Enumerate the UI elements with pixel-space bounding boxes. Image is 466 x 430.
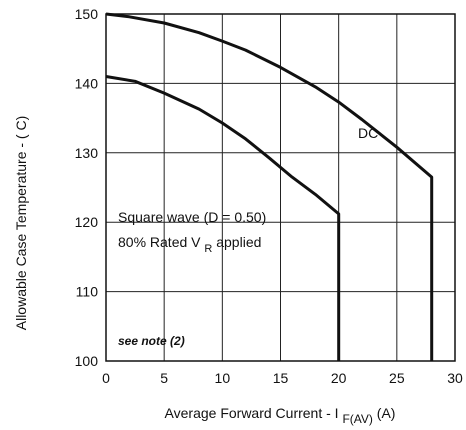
y-axis-title: Allowable Case Temperature - ( C) [13, 116, 29, 331]
rated-voltage-subscript: R [204, 243, 212, 255]
x-tick-label: 15 [273, 370, 289, 386]
x-axis-title: Average Forward Current - I F(AV) (A) [165, 405, 396, 426]
dc-series-line [105, 12, 434, 361]
series-layer [105, 12, 434, 361]
tick-labels: 0 5 10 15 20 25 30 100 110 120 130 140 150 [75, 6, 463, 386]
y-tick-label: 100 [75, 353, 99, 369]
y-tick-label: 150 [75, 6, 99, 22]
x-axis-title-unit: (A) [377, 405, 396, 421]
x-tick-label: 25 [389, 370, 405, 386]
square-wave-series-line [105, 75, 341, 361]
square-wave-label: Square wave (D = 0.50) [118, 209, 266, 225]
rated-voltage-tail: applied [216, 234, 261, 250]
x-axis-title-subscript: F(AV) [342, 412, 372, 426]
x-axis-title-main: Average Forward Current - I [165, 405, 339, 421]
rated-voltage-main: 80% Rated V [118, 234, 201, 250]
note-label: see note (2) [118, 334, 185, 348]
plot-frame [105, 13, 456, 362]
x-tick-label: 10 [215, 370, 231, 386]
y-tick-label: 140 [75, 75, 99, 91]
grid-lines [106, 14, 455, 361]
dc-label: DC [358, 125, 378, 141]
y-tick-label: 120 [75, 214, 99, 230]
rated-voltage-label: 80% Rated V R applied [118, 234, 261, 255]
y-tick-label: 130 [75, 145, 99, 161]
x-tick-label: 20 [331, 370, 347, 386]
x-tick-label: 5 [160, 370, 168, 386]
x-tick-label: 0 [102, 370, 110, 386]
x-tick-label: 30 [447, 370, 463, 386]
y-tick-label: 110 [76, 284, 99, 300]
